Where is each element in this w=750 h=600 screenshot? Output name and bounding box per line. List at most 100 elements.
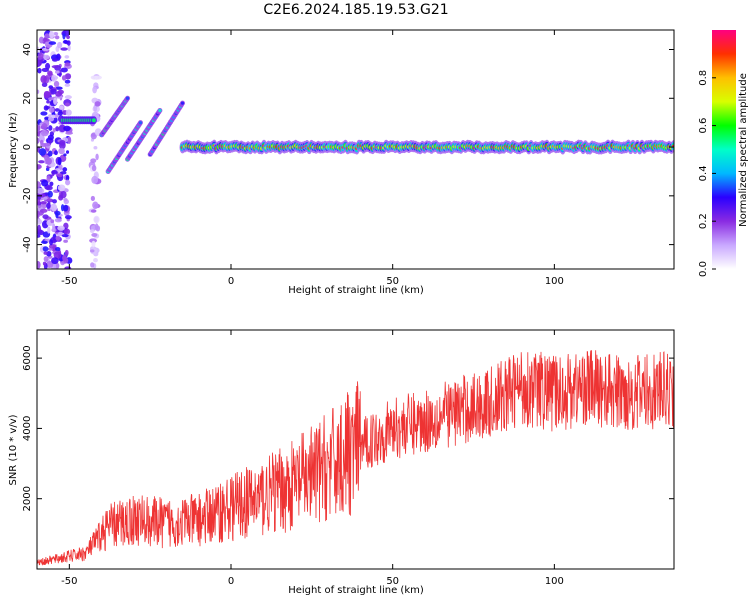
noise-patch (43, 105, 49, 111)
noise-patch (61, 234, 69, 238)
noise-patch (93, 215, 100, 224)
noise-patch (64, 266, 72, 269)
noise-patch (58, 109, 63, 114)
chart-title: C2E6.2024.185.19.53.G21 (263, 2, 448, 18)
spectrogram-x-axis-label: Height of straight line (km) (288, 285, 424, 296)
noise-patch (44, 33, 51, 39)
noise-patch (57, 157, 62, 166)
noise-patch (51, 169, 58, 175)
noise-patch (93, 145, 98, 150)
noise-patch (63, 125, 71, 132)
streak-core (180, 101, 185, 105)
noise-patch (37, 89, 40, 94)
noise-patch (46, 100, 50, 104)
streak-core (138, 121, 143, 125)
noise-patch (52, 127, 56, 133)
noise-patch (41, 240, 48, 244)
colorbar-ticks: 0.0 0.2 0.4 0.6 0.8 (698, 70, 716, 277)
noise-patch (54, 150, 58, 156)
snr-y-tick-label: 6000 (22, 345, 33, 370)
noise-patch (47, 226, 51, 234)
noise-patch (38, 160, 45, 164)
noise-patch (51, 65, 59, 69)
tone-core (91, 118, 96, 123)
noise-patch (63, 197, 68, 202)
noise-patch (48, 85, 54, 89)
noise-patch (38, 148, 47, 156)
noise-patch (40, 75, 47, 84)
noise-patch (58, 164, 63, 171)
noise-patch (91, 175, 99, 184)
noise-patch (49, 31, 55, 39)
spectrogram-y-tick-label: -20 (22, 188, 33, 204)
noise-patch (63, 239, 68, 243)
noise-patch (42, 246, 49, 252)
noise-patch (63, 153, 67, 157)
noise-patch (53, 80, 60, 88)
noise-patch (62, 167, 68, 172)
noise-patch (64, 249, 69, 256)
colorbar-label: Normalized spectral amplitude (738, 73, 749, 227)
noise-patch (92, 86, 97, 94)
noise-patch (47, 70, 53, 76)
noise-patch (37, 52, 44, 60)
noise-patch (37, 164, 42, 170)
noise-patch (59, 139, 66, 146)
noise-patch (55, 212, 59, 219)
spectrogram-heatmap (37, 30, 674, 269)
noise-patch (50, 88, 57, 95)
noise-patch (55, 235, 61, 241)
noise-patch (94, 75, 102, 80)
noise-patch (95, 153, 99, 161)
noise-patch (40, 201, 47, 205)
noise-patch (64, 215, 72, 220)
snr-x-tick-label: 50 (386, 576, 399, 587)
noise-patch (37, 234, 41, 238)
noise-patch (89, 249, 95, 253)
noise-patch (65, 109, 72, 116)
noise-patch (60, 171, 67, 175)
noise-patch (37, 187, 45, 195)
noise-patch (57, 41, 63, 49)
noise-patch (51, 257, 59, 265)
noise-patch (37, 198, 41, 206)
spectrogram-x-ticks: -50 0 50 100 (61, 30, 564, 287)
noise-patch (55, 86, 63, 90)
noise-patch (89, 238, 98, 243)
noise-patch (43, 251, 48, 255)
colorbar-tick-label: 0.4 (698, 165, 709, 181)
spectrogram-x-tick-label: 50 (386, 276, 399, 287)
noise-patch (91, 240, 96, 248)
noise-patch (91, 164, 97, 172)
snr-y-tick-label: 2000 (22, 486, 33, 511)
streak-core (125, 96, 130, 100)
noise-patch (90, 195, 95, 202)
spectrogram-y-ticks: -40 -20 0 20 40 (22, 43, 674, 253)
colorbar-tick-label: 0.6 (698, 118, 709, 134)
noise-patch (38, 36, 45, 44)
noise-patch (48, 107, 55, 113)
snr-y-tick-label: 4000 (22, 416, 33, 441)
noise-patch (54, 35, 60, 40)
noise-patch (62, 254, 67, 262)
noise-patch (90, 262, 95, 268)
noise-patch (37, 124, 41, 132)
noise-patch (42, 38, 50, 42)
noise-patch (62, 39, 68, 44)
noise-patch (60, 67, 68, 73)
noise-patch (57, 89, 64, 95)
colorbar-tick-label: 0.8 (698, 70, 709, 86)
noise-patch (48, 125, 53, 131)
noise-patch (43, 256, 49, 262)
noise-patch (64, 55, 70, 59)
noise-patch (65, 174, 70, 182)
noise-patch (59, 105, 64, 110)
noise-patch (64, 228, 71, 235)
noise-patch (48, 41, 57, 45)
snr-frame (36, 329, 675, 570)
noise-patch (94, 101, 101, 107)
noise-patch (57, 225, 65, 231)
spectrogram-panel: -50 0 50 100 -40 -20 0 20 40 Height of straight… (8, 29, 675, 296)
noise-patch (54, 218, 62, 223)
